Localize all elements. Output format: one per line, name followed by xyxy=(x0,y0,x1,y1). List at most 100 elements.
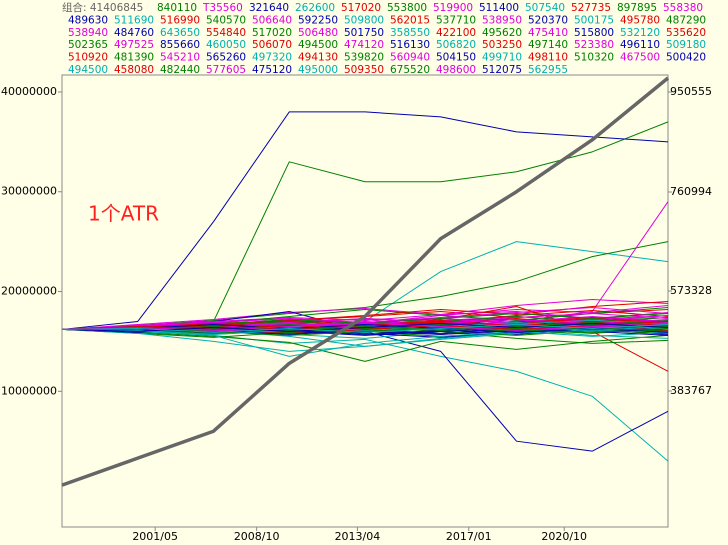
x-tick-label: 2001/05 xyxy=(132,530,178,543)
y2-tick-label: 383767 xyxy=(670,384,712,397)
legend-entry: 组合: 41406845 xyxy=(62,1,143,14)
legend-entry: 484760 xyxy=(114,27,154,39)
series-line xyxy=(61,76,670,487)
legend-entry: 516990 xyxy=(160,14,200,26)
legend-entry: 487290 xyxy=(666,14,706,26)
legend-entry: 506480 xyxy=(298,27,338,39)
y-tick-label: 10000000 xyxy=(1,384,57,397)
legend-entry: 558380 xyxy=(663,2,703,14)
legend-entry: 497525 xyxy=(114,39,154,51)
y2-tick-label: 573328 xyxy=(670,284,712,297)
legend-entry: 506070 xyxy=(252,39,292,51)
x-tick-label: 2017/01 xyxy=(446,530,492,543)
legend-entry: 509180 xyxy=(666,39,706,51)
legend-entry: 474120 xyxy=(344,39,384,51)
series-line xyxy=(61,299,669,330)
legend-entry: 358550 xyxy=(390,27,430,39)
legend-entry: 545210 xyxy=(160,52,200,64)
plot-frame xyxy=(61,74,669,528)
legend-entry: 481390 xyxy=(114,52,154,64)
legend-entry: 497320 xyxy=(252,52,292,64)
legend-entry: 498110 xyxy=(528,52,568,64)
legend-entry: 539820 xyxy=(344,52,384,64)
legend-entry: 504150 xyxy=(436,52,476,64)
legend-entry: 515800 xyxy=(574,27,614,39)
legend-entry: 489630 xyxy=(68,14,108,26)
legend-entry: 494500 xyxy=(298,39,338,51)
legend-entry: 500420 xyxy=(666,52,706,64)
legend-entry: 540570 xyxy=(206,14,246,26)
legend-entry: 532120 xyxy=(620,27,660,39)
legend-entry: 538950 xyxy=(482,14,522,26)
legend-entry: 496110 xyxy=(620,39,660,51)
legend-entry: 577605 xyxy=(206,64,246,76)
legend-entry: 506820 xyxy=(436,39,476,51)
x-tick-label: 2013/04 xyxy=(335,530,381,543)
legend-entry: 511400 xyxy=(479,2,519,14)
legend-entry: 458080 xyxy=(114,64,154,76)
legend-entry: 520370 xyxy=(528,14,568,26)
legend-entry: 497140 xyxy=(528,39,568,51)
legend-entry: 516130 xyxy=(390,39,430,51)
legend-entry: 467500 xyxy=(620,52,660,64)
legend-entry: 897895 xyxy=(617,2,657,14)
x-tick-label: 2020/10 xyxy=(541,530,587,543)
legend-entry: 503250 xyxy=(482,39,522,51)
y2-tick-label: 950555 xyxy=(670,85,712,98)
legend-entry: 509350 xyxy=(344,64,384,76)
legend-entry: 643650 xyxy=(160,27,200,39)
legend-entry: 502365 xyxy=(68,39,108,51)
legend-entry: 475120 xyxy=(252,64,292,76)
legend-entry: 565260 xyxy=(206,52,246,64)
legend-entry: 562015 xyxy=(390,14,430,26)
x-tick-label: 2008/10 xyxy=(234,530,280,543)
legend-entry: 560940 xyxy=(390,52,430,64)
legend-entry: 495000 xyxy=(298,64,338,76)
legend-entry: 498600 xyxy=(436,64,476,76)
series-line xyxy=(61,321,669,331)
y2-tick-label: 760994 xyxy=(670,185,712,198)
legend-entry: 512075 xyxy=(482,64,522,76)
legend-entry: 537710 xyxy=(436,14,476,26)
annotation: 1个ATR xyxy=(88,202,159,226)
legend-entry: 494130 xyxy=(298,52,338,64)
legend-entry: 523380 xyxy=(574,39,614,51)
legend-entry: 495780 xyxy=(620,14,660,26)
legend-entry: 554840 xyxy=(206,27,246,39)
legend-entry: 506640 xyxy=(252,14,292,26)
y-tick-label: 30000000 xyxy=(1,185,57,198)
legend-entry: 495620 xyxy=(482,27,522,39)
legend-entry: 321640 xyxy=(249,2,289,14)
legend-entry: 517020 xyxy=(252,27,292,39)
legend-entry: 510320 xyxy=(574,52,614,64)
legend-entry: 592250 xyxy=(298,14,338,26)
legend-entry: 519900 xyxy=(433,2,473,14)
legend-entry: 511690 xyxy=(114,14,154,26)
legend-entry: 510920 xyxy=(68,52,108,64)
legend-entry: 535620 xyxy=(666,27,706,39)
legend-entry: 262600 xyxy=(295,2,335,14)
series-line xyxy=(61,323,669,333)
legend-entry: 855660 xyxy=(160,39,200,51)
legend-entry: 460050 xyxy=(206,39,246,51)
legend-entry: 553800 xyxy=(387,2,427,14)
legend-entry: 501750 xyxy=(344,27,384,39)
series-line xyxy=(61,111,669,330)
legend-entry: 840110 xyxy=(157,2,197,14)
legend-entry: 509800 xyxy=(344,14,384,26)
legend-entry: 562955 xyxy=(528,64,568,76)
legend-entry: 482440 xyxy=(160,64,200,76)
series-line xyxy=(61,328,669,362)
legend-entry: 500175 xyxy=(574,14,614,26)
y-tick-label: 20000000 xyxy=(1,285,57,298)
legend-entry: 517020 xyxy=(341,2,381,14)
y-tick-label: 40000000 xyxy=(1,85,57,98)
series-line xyxy=(61,328,669,357)
legend-entry: 494500 xyxy=(68,64,108,76)
legend-entry: 527735 xyxy=(571,2,611,14)
legend-entry: 675520 xyxy=(390,64,430,76)
legend-entry: T35560 xyxy=(202,2,243,14)
legend-entry: 507540 xyxy=(525,2,565,14)
